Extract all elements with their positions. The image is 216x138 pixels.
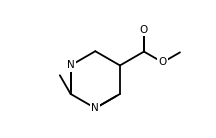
Text: O: O	[159, 57, 167, 67]
Text: N: N	[67, 60, 75, 71]
Text: N: N	[91, 103, 99, 113]
Text: O: O	[140, 25, 148, 35]
